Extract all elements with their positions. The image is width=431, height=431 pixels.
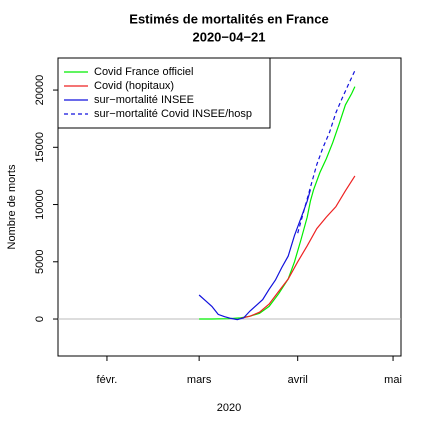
legend-label: Covid (hopitaux) bbox=[94, 80, 174, 92]
y-tick-label: 0 bbox=[34, 316, 46, 322]
x-tick-label: févr. bbox=[97, 374, 118, 386]
legend-label: sur−mortalité INSEE bbox=[94, 94, 194, 106]
x-axis-label: 2020 bbox=[217, 402, 241, 414]
series-line bbox=[297, 70, 356, 234]
y-tick-label: 5000 bbox=[34, 250, 46, 274]
legend-box bbox=[57, 57, 271, 129]
series-line bbox=[240, 175, 356, 319]
x-tick-label: avril bbox=[288, 374, 308, 386]
x-tick-label: mai bbox=[384, 374, 402, 386]
legend-label: sur−mortalité Covid INSEE/hosp bbox=[94, 108, 252, 120]
series-line bbox=[198, 189, 311, 321]
legend-label: Covid France officiel bbox=[94, 66, 193, 78]
y-tick-label: 10000 bbox=[34, 189, 46, 220]
chart-subtitle: 2020−04−21 bbox=[192, 29, 265, 44]
x-tick-label: mars bbox=[187, 374, 212, 386]
y-axis-label: Nombre de morts bbox=[6, 164, 18, 249]
y-tick-label: 20000 bbox=[34, 75, 46, 106]
chart-title: Estimés de mortalités en France bbox=[129, 11, 328, 26]
y-tick-label: 15000 bbox=[34, 132, 46, 163]
